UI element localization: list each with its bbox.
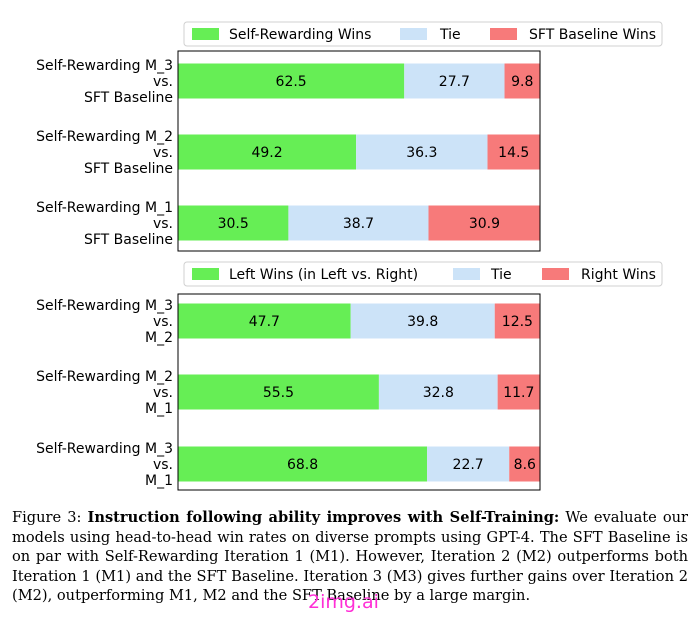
category-tick-label: vs.	[153, 457, 173, 473]
legend-label: Tie	[439, 27, 461, 43]
bar-value-label: 49.2	[251, 145, 282, 161]
bar-value-label: 12.5	[502, 314, 533, 330]
bar-segment	[178, 205, 289, 241]
bar-segment	[404, 63, 505, 99]
category-tick-label: Self-Rewarding M_1	[36, 200, 173, 216]
axes-frame	[177, 50, 541, 252]
bar-value-label: 27.7	[439, 74, 470, 90]
bar-segment	[356, 134, 488, 170]
legend-swatch	[192, 28, 219, 40]
bar-segment	[178, 446, 428, 482]
category-tick-label: SFT Baseline	[84, 161, 173, 177]
bar-segment	[378, 374, 498, 410]
legend-swatch	[542, 268, 569, 280]
legend-swatch	[453, 268, 480, 280]
figure-caption: Figure 3: Instruction following ability …	[12, 508, 688, 606]
legend-swatch	[192, 268, 219, 280]
legend-label: Right Wins	[581, 267, 656, 283]
category-tick-label: vs.	[153, 145, 173, 161]
bar-value-label: 55.5	[263, 385, 294, 401]
bar-segment	[178, 374, 379, 410]
bar-value-label: 8.6	[514, 457, 536, 473]
category-tick-label: Self-Rewarding M_2	[36, 369, 173, 385]
category-tick-label: vs.	[153, 385, 173, 401]
axes-frame	[177, 293, 541, 491]
legend-label: SFT Baseline Wins	[529, 27, 656, 43]
category-tick-label: Self-Rewarding M_2	[36, 129, 173, 145]
caption-label: Figure 3:	[12, 509, 82, 526]
bar-segment	[428, 205, 541, 241]
bar-segment	[497, 374, 540, 410]
category-tick-label: Self-Rewarding M_3	[36, 58, 173, 74]
bar-segment	[178, 303, 351, 339]
category-tick-label: SFT Baseline	[84, 232, 173, 248]
category-tick-label: M_1	[145, 401, 173, 417]
caption-title: Instruction following ability improves w…	[87, 509, 560, 526]
bar-value-label: 38.7	[343, 216, 374, 232]
bar-value-label: 14.5	[498, 145, 529, 161]
bar-segment	[504, 63, 540, 99]
bar-segment	[509, 446, 541, 482]
bar-value-label: 22.7	[453, 457, 484, 473]
legend-swatch	[490, 28, 517, 40]
bar-value-label: 47.7	[249, 314, 280, 330]
bar-segment	[288, 205, 429, 241]
category-tick-label: vs.	[153, 74, 173, 90]
bar-segment	[487, 134, 540, 170]
bar-segment	[494, 303, 540, 339]
bar-value-label: 30.9	[469, 216, 500, 232]
legend-label: Left Wins (in Left vs. Right)	[229, 267, 418, 283]
watermark: 2img.ai	[308, 591, 379, 613]
bar-value-label: 36.3	[406, 145, 437, 161]
bar-segment	[427, 446, 510, 482]
category-tick-label: Self-Rewarding M_3	[36, 441, 173, 457]
category-tick-label: vs.	[153, 314, 173, 330]
bar-segment	[350, 303, 495, 339]
legend-swatch	[400, 28, 427, 40]
bar-value-label: 68.8	[287, 457, 318, 473]
category-tick-label: vs.	[153, 216, 173, 232]
category-tick-label: Self-Rewarding M_3	[36, 298, 173, 314]
bar-value-label: 62.5	[276, 74, 307, 90]
category-tick-label: M_2	[145, 330, 173, 346]
legend-label: Self-Rewarding Wins	[229, 27, 371, 43]
legend-label: Tie	[490, 267, 512, 283]
bar-segment	[178, 134, 357, 170]
bar-value-label: 39.8	[407, 314, 438, 330]
bar-value-label: 30.5	[218, 216, 249, 232]
caption-text: We evaluate our models using head-to-hea…	[12, 509, 689, 604]
category-tick-label: M_1	[145, 473, 173, 489]
bar-value-label: 9.8	[511, 74, 533, 90]
bar-value-label: 11.7	[503, 385, 534, 401]
bar-value-label: 32.8	[423, 385, 454, 401]
category-tick-label: SFT Baseline	[84, 90, 173, 106]
bar-segment	[178, 63, 405, 99]
